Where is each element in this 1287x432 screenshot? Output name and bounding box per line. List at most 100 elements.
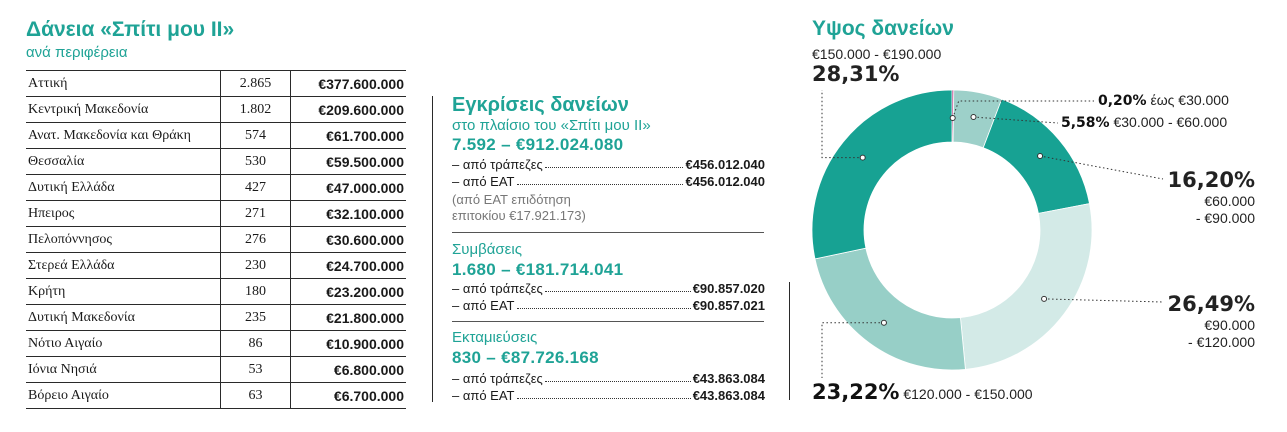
region-name: Δυτική Μακεδονία [26, 304, 221, 331]
loan-count: 180 [220, 278, 291, 305]
chart-title: Υψος δανείων [812, 17, 954, 40]
leader-line-0 [952, 100, 1094, 119]
leader-dot-0 [949, 115, 956, 122]
disbursements-total: 830 – €87.726.168 [452, 348, 599, 367]
separator-1 [452, 232, 764, 233]
loan-amount: €6.700.000 [290, 382, 406, 409]
donut-slice-3 [960, 203, 1093, 370]
leader-line-5 [821, 90, 863, 159]
approvals-eat-value: €456.012.040 [685, 174, 765, 189]
regions-subtitle: ανά περιφέρεια [26, 44, 128, 61]
contracts-eat-row: – από ΕΑΤ €90.857.021 [452, 298, 765, 313]
loan-count: 574 [220, 122, 291, 149]
region-name: Θεσσαλία [26, 148, 221, 175]
loan-amount: €377.600.000 [290, 70, 406, 97]
region-name: Βόρειο Αιγαίο [26, 382, 221, 409]
table-row: Βόρειο Αιγαίο 63 €6.700.000 [26, 382, 406, 409]
table-row: Πελοπόννησος 276 €30.600.000 [26, 226, 406, 253]
table-row: Κρήτη 180 €23.200.000 [26, 278, 406, 305]
approvals-subtitle: στο πλαίσιο του «Σπίτι μου ΙΙ» [452, 117, 651, 134]
approvals-title: Εγκρίσεις δανείων [452, 94, 629, 116]
disbursements-title: Εκταμιεύσεις [452, 329, 538, 346]
leader-line-2 [1039, 155, 1164, 180]
contracts-title: Συμβάσεις [452, 241, 522, 258]
approvals-eat-row: – από ΕΑΤ €456.012.040 [452, 174, 765, 189]
dot-leader [516, 388, 691, 399]
region-name: Κεντρική Μακεδονία [26, 96, 221, 123]
loan-count: 271 [220, 200, 291, 227]
label-16-20-range2: - €90.000 [1195, 210, 1255, 226]
donut-slice-5 [811, 89, 953, 260]
dot-leader [544, 281, 691, 292]
label-28-range: €150.000 - €190.000 [812, 46, 942, 62]
label-16-20-pct: 16,20% [1167, 168, 1255, 192]
region-name: Πελοπόννησος [26, 226, 221, 253]
loan-amount: €47.000.000 [290, 174, 406, 201]
middle-divider-top [432, 96, 433, 402]
label-23-22-range: €120.000 - €150.000 [903, 386, 1033, 402]
region-name: Ηπειρος [26, 200, 221, 227]
loan-amount: €30.600.000 [290, 226, 406, 253]
region-name: Στερεά Ελλάδα [26, 252, 221, 279]
table-row: Στερεά Ελλάδα 230 €24.700.000 [26, 252, 406, 279]
disbursements-banks-value: €43.863.084 [692, 371, 765, 386]
table-row: Θεσσαλία 530 €59.500.000 [26, 148, 406, 175]
leader-dot-4 [880, 319, 887, 326]
loan-amount: €32.100.000 [290, 200, 406, 227]
contracts-total: 1.680 – €181.714.041 [452, 260, 624, 279]
contracts-banks-row: – από τράπεζες €90.857.020 [452, 281, 765, 296]
loan-amount: €23.200.000 [290, 278, 406, 305]
loan-count: 1.802 [220, 96, 291, 123]
region-name: Κρήτη [26, 278, 221, 305]
contracts-eat-label: – από ΕΑΤ [452, 298, 515, 313]
disbursements-eat-value: €43.863.084 [692, 388, 765, 403]
contracts-banks-value: €90.857.020 [692, 281, 765, 296]
disbursements-eat-row: – από ΕΑΤ €43.863.084 [452, 388, 765, 403]
approvals-banks-label: – από τράπεζες [452, 157, 543, 172]
disbursements-eat-label: – από ΕΑΤ [452, 388, 515, 403]
loan-count: 63 [220, 382, 291, 409]
loan-amount: €10.900.000 [290, 330, 406, 357]
table-row: Αττική 2.865 €377.600.000 [26, 70, 406, 97]
approvals-banks-value: €456.012.040 [685, 157, 765, 172]
leader-dot-2 [1037, 153, 1044, 160]
regions-title: Δάνεια «Σπίτι μου ΙΙ» [26, 18, 235, 41]
label-16-20-range1: €60.000 [1204, 193, 1255, 209]
loan-amount: €61.700.000 [290, 122, 406, 149]
approvals-eat-label: – από ΕΑΤ [452, 174, 515, 189]
subsidy-note-line1: (από ΕΑΤ επιδότηση [452, 192, 571, 207]
dot-leader [544, 371, 691, 382]
label-0-20: 0,20% έως €30.000 [1098, 92, 1229, 109]
dot-leader [516, 174, 684, 185]
region-name: Αττική [26, 70, 221, 97]
loan-amount: €24.700.000 [290, 252, 406, 279]
dot-leader [544, 157, 684, 168]
label-26-49-range2: - €120.000 [1188, 334, 1255, 350]
table-row: Ηπειρος 271 €32.100.000 [26, 200, 406, 227]
loan-amount: €6.800.000 [290, 356, 406, 383]
label-23-22-pct: 23,22% [812, 380, 900, 404]
loan-count: 427 [220, 174, 291, 201]
table-row: Ιόνια Νησιά 53 €6.800.000 [26, 356, 406, 383]
label-0-20-range: έως €30.000 [1150, 92, 1229, 108]
regions-table: Αττική 2.865 €377.600.000 Κεντρική Μακεδονί… [26, 70, 406, 409]
label-26-49-range1: €90.000 [1204, 317, 1255, 333]
loan-amount: €21.800.000 [290, 304, 406, 331]
contracts-banks-label: – από τράπεζες [452, 281, 543, 296]
label-23-22: 23,22% €120.000 - €150.000 [812, 380, 1033, 404]
table-row: Δυτική Μακεδονία 235 €21.800.000 [26, 304, 406, 331]
loan-count: 235 [220, 304, 291, 331]
dot-leader [516, 298, 691, 309]
contracts-eat-value: €90.857.021 [692, 298, 765, 313]
loan-count: 2.865 [220, 70, 291, 97]
loan-amount: €59.500.000 [290, 148, 406, 175]
label-0-20-pct: 0,20% [1098, 93, 1147, 109]
loan-count: 276 [220, 226, 291, 253]
label-28-pct: 28,31% [812, 62, 900, 86]
disbursements-banks-row: – από τράπεζες €43.863.084 [452, 371, 765, 386]
table-row: Νότιο Αιγαίο 86 €10.900.000 [26, 330, 406, 357]
loan-count: 53 [220, 356, 291, 383]
separator-2 [452, 321, 764, 322]
approvals-banks-row: – από τράπεζες €456.012.040 [452, 157, 765, 172]
